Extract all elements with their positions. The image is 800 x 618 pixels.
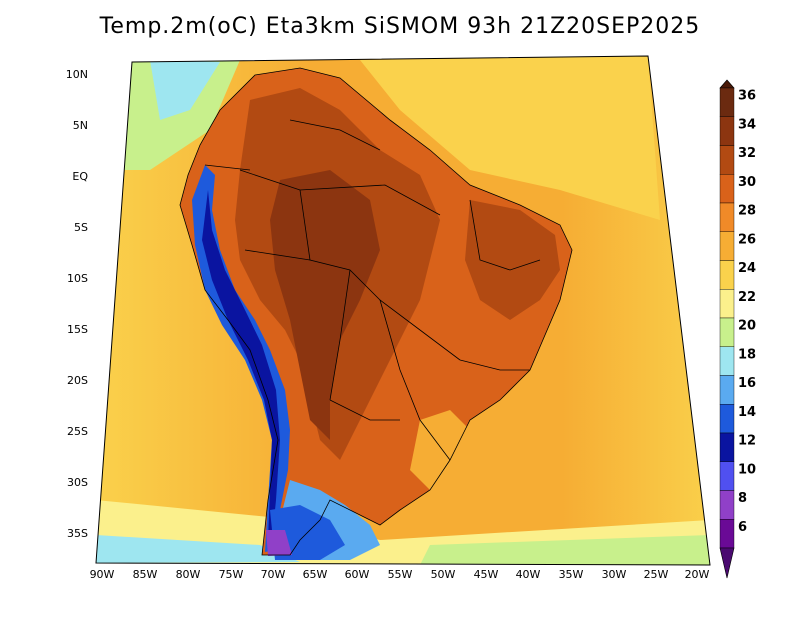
colorbar-tick-label: 22 — [738, 290, 756, 305]
colorbar-swatch — [719, 202, 735, 232]
colorbar-tick-label: 32 — [738, 146, 756, 161]
colorbar-tick-label: 8 — [738, 491, 747, 506]
atlantic-yellow-zone — [360, 56, 660, 220]
lat-label: 20S — [67, 374, 88, 387]
colorbar-swatch — [719, 317, 735, 347]
lat-label: 35S — [67, 527, 88, 540]
colorbar-swatch — [719, 145, 735, 175]
map-title: Temp.2m(oC) Eta3km SiSMOM 93h 21Z20SEP20… — [99, 14, 701, 39]
colorbar-tick-label: 10 — [738, 462, 756, 477]
latitude-axis: 10N 5N EQ 5S 10S 15S 20S 25S 30S 35S — [66, 68, 89, 540]
colorbar-swatch — [719, 346, 735, 376]
lon-label: 25W — [644, 568, 669, 581]
lon-label: 60W — [345, 568, 370, 581]
colorbar-tick-label: 6 — [738, 520, 747, 535]
lon-label: 45W — [474, 568, 499, 581]
andes-coldest-strip — [202, 190, 280, 540]
lon-label: 40W — [516, 568, 541, 581]
colorbar-labels: 36 34 32 30 28 26 24 22 20 18 16 14 12 10 8 6 — [738, 89, 756, 535]
lon-label: 20W — [685, 568, 710, 581]
colorbar-swatch — [719, 87, 735, 117]
colorbar-swatch — [719, 461, 735, 491]
colorbar-swatch — [719, 404, 735, 434]
colorbar-tick-label: 26 — [738, 232, 756, 247]
northeast-hot — [465, 200, 560, 320]
colorbar-tick-label: 20 — [738, 319, 756, 334]
southern-atlantic-cool — [420, 535, 710, 565]
lat-label: 25S — [67, 425, 88, 438]
colorbar-tick-label: 30 — [738, 175, 756, 190]
patagonia-purple — [266, 530, 292, 556]
colorbar-tick-label: 16 — [738, 376, 756, 391]
colorbar-swatch — [719, 116, 735, 146]
interior-hottest — [270, 170, 380, 440]
lon-label: 30W — [602, 568, 627, 581]
colorbar-swatch — [719, 432, 735, 462]
lat-label: 15S — [67, 323, 88, 336]
lon-label: 75W — [219, 568, 244, 581]
colorbar-top-arrow — [719, 79, 735, 89]
colorbar-swatches — [719, 87, 735, 549]
pacific-cold-zone — [150, 60, 220, 120]
colorbar-swatch — [719, 490, 735, 520]
lat-label: 5N — [73, 119, 88, 132]
colorbar-swatch — [719, 174, 735, 204]
lon-label: 80W — [176, 568, 201, 581]
colorbar-tick-label: 34 — [738, 117, 756, 132]
longitude-axis: 90W 85W 80W 75W 70W 65W 60W 55W 50W 45W … — [90, 568, 710, 581]
lon-label: 65W — [303, 568, 328, 581]
colorbar-swatch — [719, 289, 735, 319]
colorbar-swatch — [719, 260, 735, 290]
colorbar-tick-label: 36 — [738, 89, 756, 104]
map-frame — [95, 55, 711, 566]
lat-label: 10S — [67, 272, 88, 285]
political-borders — [179, 67, 573, 556]
southern-cold-band — [96, 535, 300, 563]
lon-label: 70W — [261, 568, 286, 581]
lon-label: 55W — [388, 568, 413, 581]
lat-label: EQ — [72, 170, 88, 183]
colorbar-bottom-arrow — [719, 547, 735, 579]
map-field — [96, 56, 710, 565]
lon-label: 35W — [559, 568, 584, 581]
lon-label: 90W — [90, 568, 115, 581]
colorbar: 36 34 32 30 28 26 24 22 20 18 16 14 12 10 8 6 — [719, 79, 756, 579]
colorbar-tick-label: 24 — [738, 261, 756, 276]
colorbar-tick-label: 28 — [738, 204, 756, 219]
lat-label: 30S — [67, 476, 88, 489]
colorbar-tick-label: 14 — [738, 405, 756, 420]
lon-label: 50W — [431, 568, 456, 581]
colorbar-swatch — [719, 231, 735, 261]
colorbar-tick-label: 18 — [738, 347, 756, 362]
colorbar-tick-label: 12 — [738, 434, 756, 449]
lon-label: 85W — [133, 568, 158, 581]
lat-label: 5S — [74, 221, 88, 234]
lat-label: 10N — [66, 68, 88, 81]
colorbar-swatch — [719, 375, 735, 405]
southeast-coast-warm — [410, 410, 470, 490]
colorbar-swatch — [719, 519, 735, 549]
